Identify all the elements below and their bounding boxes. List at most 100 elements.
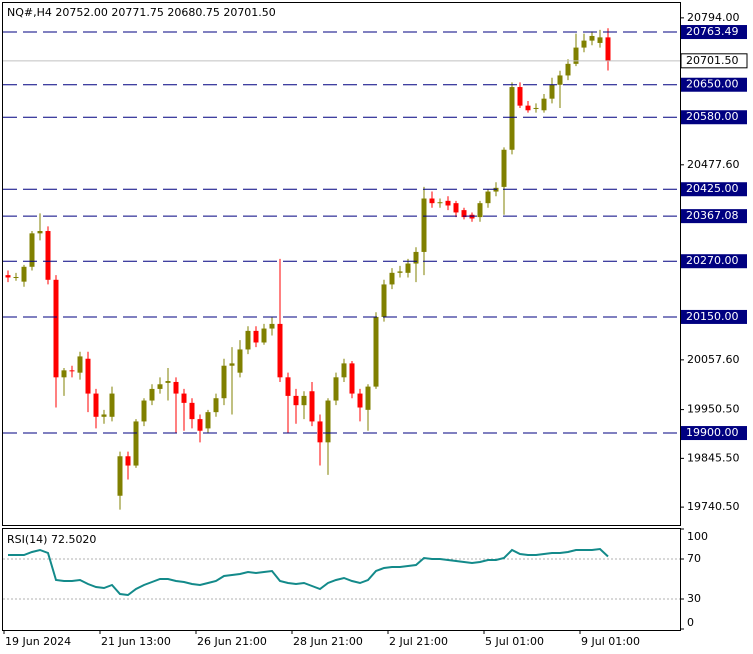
candle-body bbox=[349, 363, 355, 394]
rsi-tick-label: 100 bbox=[687, 530, 708, 543]
candle-body bbox=[205, 412, 211, 429]
level-label: 19900.00 bbox=[686, 426, 739, 439]
candle-body bbox=[501, 149, 507, 187]
candle-body bbox=[437, 202, 443, 204]
rsi-tick-label: 0 bbox=[687, 616, 694, 629]
y-tick-label: 20477.60 bbox=[687, 158, 740, 171]
candle-body bbox=[525, 105, 531, 111]
x-tick-label: 21 Jun 13:00 bbox=[101, 635, 171, 648]
level-label-box bbox=[681, 209, 747, 224]
candle-body bbox=[245, 330, 251, 350]
rsi-line bbox=[8, 547, 609, 597]
candle-body bbox=[517, 87, 523, 106]
level-label-box bbox=[681, 77, 747, 92]
candle-body bbox=[117, 456, 123, 496]
level-label: 20425.00 bbox=[686, 182, 739, 195]
candle-body bbox=[477, 203, 483, 218]
candle-body bbox=[453, 203, 459, 213]
candle-body bbox=[181, 393, 187, 403]
level-label: 20763.49 bbox=[686, 25, 739, 38]
candle-body bbox=[101, 414, 107, 417]
candle-body bbox=[373, 316, 379, 387]
candle-body bbox=[381, 284, 387, 317]
level-label-box bbox=[681, 110, 747, 125]
y-tick-label: 20794.00 bbox=[687, 11, 740, 24]
level-label-box bbox=[681, 254, 747, 269]
candle-body bbox=[413, 251, 419, 264]
level-label: 20367.08 bbox=[686, 209, 739, 222]
level-label-box bbox=[681, 426, 747, 441]
rsi-title: RSI(14) 72.5020 bbox=[7, 533, 96, 546]
level-label-box bbox=[681, 25, 747, 40]
level-label-box bbox=[681, 182, 747, 197]
level-label: 20580.00 bbox=[686, 110, 739, 123]
x-tick-label: 2 Jul 21:00 bbox=[389, 635, 448, 648]
candle-body bbox=[389, 272, 395, 285]
candle-body bbox=[429, 198, 435, 204]
candle-body bbox=[109, 393, 115, 417]
candle-body bbox=[5, 275, 11, 278]
x-tick-label: 26 Jun 21:00 bbox=[197, 635, 267, 648]
chart-title: NQ#,H4 20752.00 20771.75 20680.75 20701.… bbox=[7, 6, 276, 19]
candle-body bbox=[541, 98, 547, 111]
candle-body bbox=[397, 271, 403, 273]
candle-body bbox=[365, 386, 371, 410]
x-tick-label: 19 Jun 2024 bbox=[5, 635, 71, 648]
candle-body bbox=[45, 231, 51, 280]
candle-body bbox=[469, 214, 475, 219]
candle-body bbox=[125, 456, 131, 466]
level-label: 20270.00 bbox=[686, 254, 739, 267]
candle-body bbox=[237, 349, 243, 373]
candle-body bbox=[69, 370, 75, 372]
x-tick-label: 28 Jun 21:00 bbox=[293, 635, 363, 648]
candle-body bbox=[261, 328, 267, 343]
candle-body bbox=[333, 377, 339, 401]
y-tick-label: 19950.50 bbox=[687, 403, 740, 416]
y-tick-label: 19845.50 bbox=[687, 451, 740, 464]
candle-body bbox=[277, 323, 283, 378]
candle-body bbox=[157, 384, 163, 389]
candle-body bbox=[133, 421, 139, 466]
candle-body bbox=[285, 377, 291, 396]
candle-body bbox=[565, 63, 571, 76]
candle-body bbox=[573, 47, 579, 64]
candle-body bbox=[37, 231, 43, 234]
candle-body bbox=[581, 40, 587, 48]
candle-body bbox=[53, 279, 59, 378]
candle-body bbox=[509, 87, 515, 150]
main-panel bbox=[2, 2, 681, 526]
candle-body bbox=[325, 400, 331, 443]
candle-body bbox=[221, 365, 227, 399]
x-tick-label: 9 Jul 01:00 bbox=[581, 635, 640, 648]
price-label-box bbox=[680, 53, 748, 69]
candle-body bbox=[269, 323, 275, 329]
rsi-tick-label: 70 bbox=[687, 552, 701, 565]
rsi-panel bbox=[2, 528, 681, 631]
candle-body bbox=[173, 381, 179, 394]
candle-body bbox=[405, 263, 411, 273]
candle-body bbox=[301, 395, 307, 406]
candle-body bbox=[149, 388, 155, 401]
candle-body bbox=[229, 363, 235, 366]
candle-body bbox=[29, 233, 35, 267]
candle-body bbox=[317, 421, 323, 443]
candle-body bbox=[597, 37, 603, 43]
candle-body bbox=[445, 200, 451, 206]
candle-body bbox=[189, 402, 195, 420]
candle-body bbox=[309, 391, 315, 422]
candle-body bbox=[165, 381, 171, 383]
candle-body bbox=[93, 393, 99, 417]
candle-body bbox=[557, 75, 563, 85]
candle-body bbox=[21, 266, 27, 282]
candle-body bbox=[141, 400, 147, 422]
candle-body bbox=[253, 330, 259, 343]
candle-body bbox=[549, 84, 555, 99]
candle-body bbox=[213, 398, 219, 413]
level-label: 20650.00 bbox=[686, 78, 739, 91]
candle-body bbox=[461, 210, 467, 218]
candle-body bbox=[77, 356, 83, 373]
candle-body bbox=[197, 419, 203, 431]
level-label: 20150.00 bbox=[686, 310, 739, 323]
